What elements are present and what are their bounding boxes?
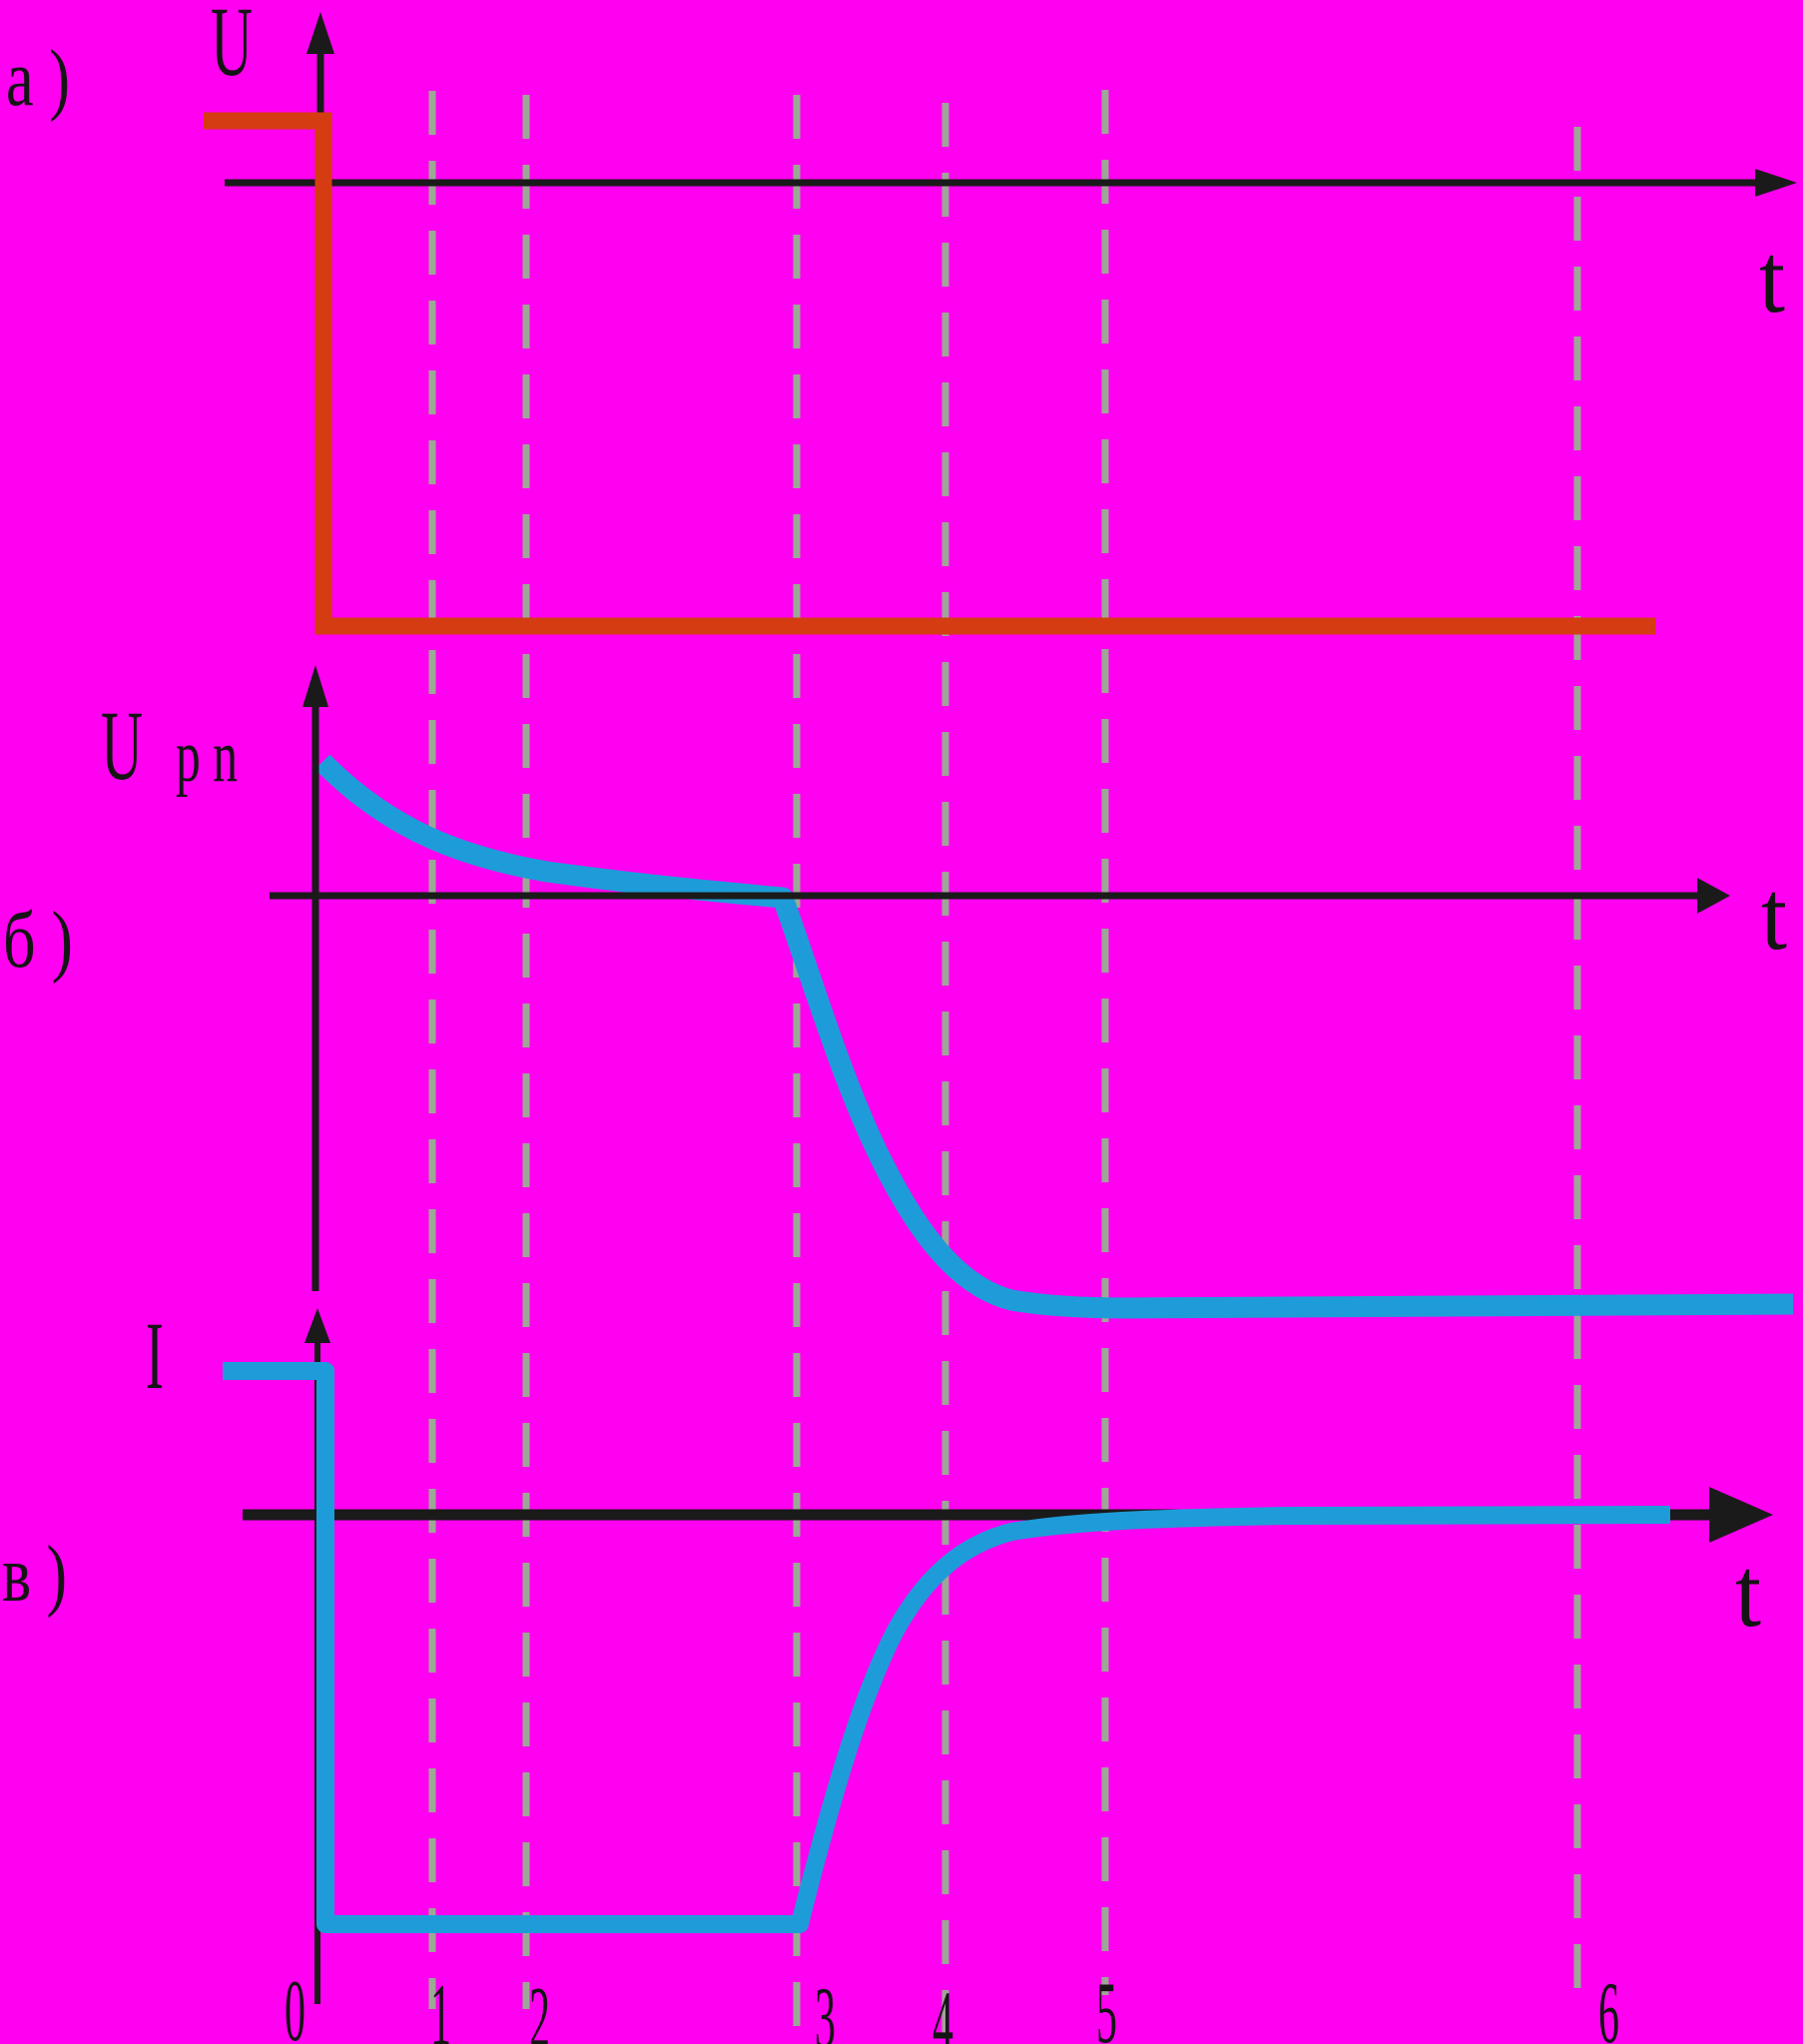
panel-a-t-axis-label: t (1759, 223, 1785, 334)
panel-c-y-axis-arrow-icon (304, 1308, 330, 1343)
panel-b-t-axis-arrow-icon (1697, 878, 1730, 914)
x-tick-labels: 0 1 2 3 4 5 6 (285, 1963, 1619, 2044)
tick-label-2: 2 (529, 1970, 550, 2044)
panel-c-label: в ) (2, 1531, 67, 1619)
panel-b-y-axis-sublabel: p n (176, 715, 238, 798)
time-gridlines (428, 90, 1581, 2044)
panel-c-t-axis-arrow-icon (1709, 1487, 1773, 1543)
panel-c-current-recovery-curve (223, 1362, 1671, 1933)
panel-b-junction-voltage-curve (314, 754, 1794, 1319)
panel-c-y-axis-label: I (146, 1302, 164, 1409)
panel-b-axes (270, 665, 1730, 1291)
tick-label-3: 3 (815, 1970, 836, 2044)
panel-b-t-axis-label: t (1761, 860, 1787, 971)
tick-label-4: 4 (932, 1974, 953, 2044)
panel-a-voltage-step-curve (204, 112, 1655, 635)
tick-label-5: 5 (1096, 1965, 1117, 2044)
tick-label-6: 6 (1598, 1965, 1619, 2044)
tick-label-1: 1 (430, 1967, 451, 2044)
panel-a-y-axis-arrow-icon (306, 12, 334, 54)
panel-c-t-axis-label: t (1735, 1537, 1761, 1648)
panel-a-y-axis-label: U (211, 0, 253, 97)
panel-a-label: а ) (6, 35, 70, 123)
panel-b-label: б ) (3, 897, 73, 985)
panel-b-y-axis-arrow-icon (302, 665, 328, 707)
panel-a-t-axis-arrow-icon (1755, 169, 1797, 197)
tick-label-0: 0 (285, 1963, 305, 2044)
panel-b-y-axis-label: U (101, 690, 143, 801)
